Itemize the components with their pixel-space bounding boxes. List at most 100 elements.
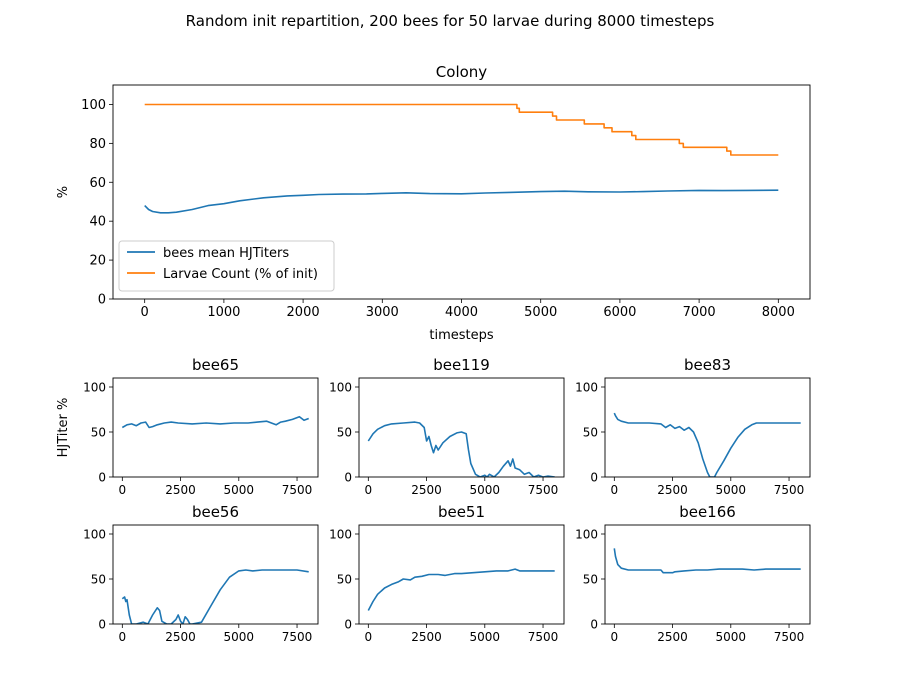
chart-panel-0: Colony 0 1000 2000 3000 4000 5000 6000 7000 8000 0… [56,63,811,343]
y-tick-label: 0 [98,471,106,485]
plot-area [121,415,309,429]
series-line-hjtiter [613,412,801,477]
series-line-hjtiter [121,415,309,429]
y-tick-label: 40 [89,215,106,230]
chart-panel-6: bee166 0 2500 5000 7500 0 50 100 [575,503,811,644]
x-tick-label: 7500 [282,630,313,644]
plot-area [121,569,309,624]
series-line-hjtiter [613,548,801,574]
y-tick-label: 50 [91,573,106,587]
y-tick-label: 0 [98,618,106,632]
plot-area [144,103,779,214]
x-tick-label: 2500 [411,483,442,497]
x-tick-label: 0 [364,630,372,644]
x-tick-label: 5000 [224,483,255,497]
legend-box [118,240,335,292]
series-line-hjtiter [367,421,555,477]
series-line-larvae-count-of-init- [144,103,779,156]
plot-area [367,421,555,477]
x-tick-label: 2500 [411,630,442,644]
chart-panel-3: bee83 0 2500 5000 7500 0 50 100 [575,356,811,497]
y-tick-label: 0 [590,618,598,632]
y-tick-label: 0 [590,471,598,485]
x-tick-label: 2500 [165,630,196,644]
axes-frame [112,84,811,300]
x-tick-label: 5000 [524,305,557,320]
series-line-bees-mean-hjtiters [144,189,779,214]
chart-panel-2: bee119 0 2500 5000 7500 0 50 100 [329,356,565,497]
y-tick-label: 60 [89,176,106,191]
chart-title: bee65 [192,356,239,374]
y-tick-label: 100 [329,528,352,542]
x-tick-label: 5000 [224,630,255,644]
axes-frame [112,524,319,625]
x-tick-label: 2500 [657,483,688,497]
x-axis-label: timesteps [429,328,493,343]
chart-title: bee119 [433,356,490,374]
plot-area [613,412,801,477]
y-tick-label: 100 [329,381,352,395]
axes-frame [358,377,565,478]
x-tick-label: 0 [141,305,149,320]
series-line-hjtiter [367,568,555,611]
y-axis-label: HJTiter % [56,398,71,458]
y-tick-label: 20 [89,254,106,269]
axes-frame [358,524,565,625]
y-tick-label: 0 [98,293,106,308]
plot-area [613,548,801,574]
y-tick-label: 50 [583,426,598,440]
legend: bees mean HJTiters Larvae Count (% of ini… [118,240,335,292]
x-tick-label: 2500 [165,483,196,497]
x-tick-label: 0 [118,630,126,644]
x-tick-label: 0 [610,483,618,497]
x-tick-label: 2500 [657,630,688,644]
plot-area [367,568,555,611]
figure-suptitle: Random init repartition, 200 bees for 50… [186,12,715,30]
chart-panel-5: bee51 0 2500 5000 7500 0 50 100 [329,503,565,644]
chart-title: bee51 [438,503,485,521]
y-axis-label: % [56,186,71,198]
x-tick-label: 2000 [287,305,320,320]
x-tick-label: 0 [118,483,126,497]
chart-title: bee56 [192,503,239,521]
x-tick-label: 5000 [470,483,501,497]
x-tick-label: 0 [364,483,372,497]
y-tick-label: 100 [83,528,106,542]
x-tick-label: 7500 [774,483,805,497]
x-tick-label: 0 [610,630,618,644]
x-tick-label: 3000 [366,305,399,320]
axes-frame [604,524,811,625]
y-tick-label: 50 [91,426,106,440]
y-tick-label: 100 [575,381,598,395]
chart-panel-1: bee65 0 2500 5000 7500 0 50 100 HJTiter % [56,356,319,497]
x-tick-label: 8000 [762,305,795,320]
y-tick-label: 50 [337,426,352,440]
x-tick-label: 7500 [282,483,313,497]
chart-title: bee166 [679,503,736,521]
x-tick-label: 4000 [445,305,478,320]
y-tick-label: 100 [575,528,598,542]
x-tick-label: 7500 [528,630,559,644]
x-tick-label: 1000 [207,305,240,320]
chart-panel-4: bee56 0 2500 5000 7500 0 50 100 [83,503,319,644]
x-tick-label: 7500 [528,483,559,497]
axes-frame [604,377,811,478]
axes-frame [112,377,319,478]
x-tick-label: 6000 [603,305,636,320]
y-tick-label: 100 [81,98,106,113]
chart-title: Colony [436,63,488,81]
x-tick-label: 5000 [716,630,747,644]
y-tick-label: 0 [344,471,352,485]
y-tick-label: 100 [83,381,106,395]
x-tick-label: 7000 [683,305,716,320]
x-tick-label: 5000 [470,630,501,644]
y-tick-label: 50 [583,573,598,587]
y-tick-label: 0 [344,618,352,632]
series-line-hjtiter [121,569,309,624]
y-tick-label: 50 [337,573,352,587]
y-tick-label: 80 [89,137,106,152]
chart-title: bee83 [684,356,731,374]
x-tick-label: 5000 [716,483,747,497]
